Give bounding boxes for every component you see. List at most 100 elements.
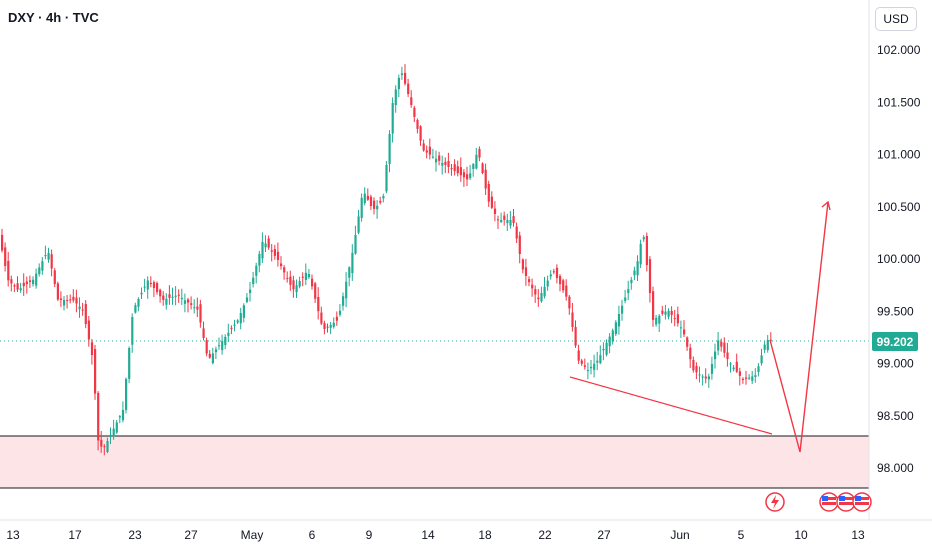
candle-body (757, 366, 760, 373)
candle-body (555, 267, 559, 278)
candle-body (586, 370, 590, 371)
candle-body (193, 307, 196, 309)
candle-body (66, 299, 69, 301)
candle-body (19, 288, 22, 291)
candle-body (459, 167, 462, 176)
candle-body (422, 143, 425, 151)
candle-body (317, 296, 320, 312)
candle-body (472, 164, 475, 170)
candle-body (425, 150, 428, 153)
price-tick-label: 99.000 (877, 357, 914, 371)
candle-body (125, 379, 128, 410)
candle-body (745, 377, 748, 379)
candle-body (171, 296, 174, 298)
time-tick-label: 27 (184, 528, 198, 542)
candle-body (717, 340, 720, 351)
candle-body (94, 349, 97, 394)
last-price-badge: 99.202 (872, 332, 918, 351)
candle-body (345, 281, 348, 299)
time-tick-label: 23 (128, 528, 142, 542)
candle-body (627, 289, 630, 294)
candle-body (363, 193, 366, 204)
candle-body (633, 270, 636, 276)
candle-body (187, 299, 190, 303)
us-economic-event-icon[interactable] (836, 492, 856, 512)
candle-body (447, 160, 450, 167)
candle-body (481, 163, 484, 173)
candle-body (276, 251, 280, 260)
candle-body (97, 392, 100, 441)
candle-body (227, 332, 230, 336)
candle-body (326, 326, 329, 328)
ticker-title[interactable]: DXY · 4h · TVC (8, 10, 99, 25)
candle-body (385, 165, 388, 192)
candle-body (593, 363, 596, 370)
candle-body (270, 250, 273, 252)
time-tick-label: 10 (794, 528, 808, 542)
candle-body (32, 279, 35, 285)
time-axis[interactable]: 13 17 23 27 May 6 9 14 18 22 27 Jun 5 10 13 (6, 528, 865, 542)
candle-body (695, 365, 698, 373)
candle-body (639, 243, 642, 265)
candle-body (621, 305, 624, 314)
candle-body (218, 345, 221, 347)
candle-body (4, 247, 7, 266)
candle-body (47, 253, 50, 260)
candle-body (661, 310, 664, 314)
candle-body (410, 97, 413, 105)
price-tick-label: 101.000 (877, 148, 921, 162)
candle-body (320, 312, 323, 324)
candle-body (354, 235, 357, 254)
currency-button[interactable]: USD (875, 7, 917, 31)
candle-body (667, 310, 670, 317)
candle-body (301, 276, 304, 278)
candle-body (38, 267, 41, 275)
us-economic-event-icon[interactable] (852, 492, 872, 512)
candle-body (608, 336, 611, 347)
candle-body (230, 327, 233, 329)
candle-body (552, 271, 555, 273)
candle-body (748, 377, 751, 379)
us-economic-event-icon[interactable] (819, 492, 839, 512)
candle-body (636, 261, 639, 276)
candle-body (614, 322, 617, 334)
candle-body (264, 243, 267, 248)
candle-body (543, 286, 546, 297)
time-tick-label: 5 (738, 528, 745, 542)
time-tick-label: May (241, 528, 264, 542)
candle-body (239, 313, 242, 324)
candle-body (596, 360, 599, 363)
candle-body (249, 289, 252, 294)
candle-body (732, 367, 735, 370)
candle-body (630, 279, 633, 284)
candle-body (462, 172, 466, 178)
candle-body (10, 279, 13, 284)
candle-body (710, 364, 714, 374)
support-zone (0, 436, 869, 488)
price-axis[interactable]: 102.000 101.500 101.000 100.500 100.000 99.50… (877, 43, 921, 475)
trendline[interactable] (569, 376, 773, 435)
candle-body (701, 376, 704, 378)
candle-body (338, 310, 342, 315)
candle-body (56, 283, 59, 300)
price-tick-label: 101.500 (877, 95, 921, 109)
candle-body (295, 285, 298, 293)
candle-body (493, 208, 497, 214)
lightning-event-icon[interactable] (765, 492, 785, 512)
candle-body (382, 196, 385, 199)
candle-body (81, 309, 84, 311)
candle-body (87, 320, 90, 340)
candle-body (183, 300, 187, 304)
candle-body (466, 174, 469, 180)
candle-body (602, 349, 605, 351)
candle-body (559, 276, 562, 285)
candle-body (255, 265, 258, 276)
candle-body (679, 327, 683, 329)
projection-path[interactable] (769, 201, 829, 453)
candle-body (763, 344, 766, 350)
candle-body (103, 446, 106, 448)
candle-body (267, 238, 270, 248)
candle-body (419, 126, 422, 141)
candle-body (351, 252, 354, 274)
